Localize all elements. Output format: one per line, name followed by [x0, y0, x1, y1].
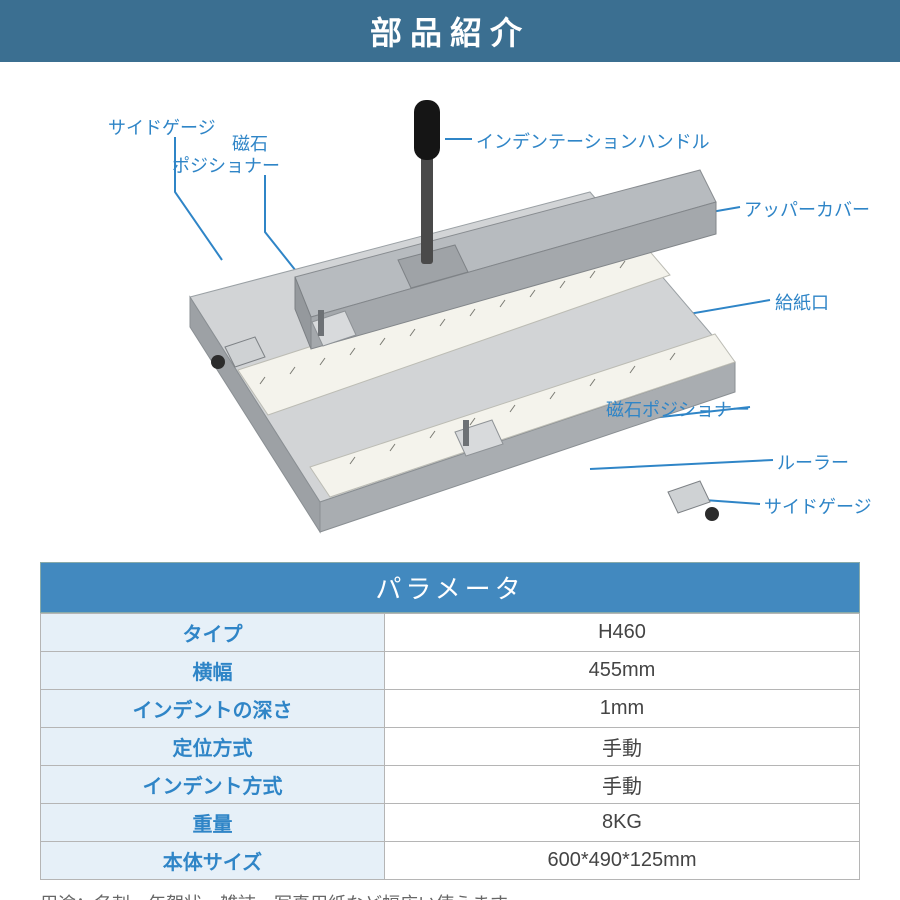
label-magnet-pos-top-2: ポジショナー [172, 152, 280, 178]
table-title: パラメータ [40, 562, 860, 613]
table-row: 本体サイズ600*490*125mm [41, 842, 860, 880]
table-row: インデント方式手動 [41, 766, 860, 804]
label-indent-handle: インデンテーションハンドル [476, 128, 710, 154]
table-row: タイプH460 [41, 614, 860, 652]
param-key: 横幅 [41, 652, 385, 690]
param-key: 重量 [41, 804, 385, 842]
table-row: インデントの深さ1mm [41, 690, 860, 728]
label-side-gauge-top: サイドゲージ [108, 114, 216, 140]
param-key: 本体サイズ [41, 842, 385, 880]
param-value: 1mm [384, 690, 859, 728]
param-key: タイプ [41, 614, 385, 652]
label-paper-slot: 給紙口 [775, 289, 829, 315]
param-value: 600*490*125mm [384, 842, 859, 880]
table-row: 横幅455mm [41, 652, 860, 690]
table-row: 定位方式手動 [41, 728, 860, 766]
usage-note: 用途：名刺、年賀状、雑誌、写真用紙など幅広い使えます。 [40, 890, 860, 900]
params-table: タイプH460横幅455mmインデントの深さ1mm定位方式手動インデント方式手動… [40, 613, 860, 880]
param-value: 手動 [384, 728, 859, 766]
parameter-table: パラメータ タイプH460横幅455mmインデントの深さ1mm定位方式手動インデ… [40, 562, 860, 880]
param-key: 定位方式 [41, 728, 385, 766]
param-value: 手動 [384, 766, 859, 804]
header: 部品紹介 [0, 0, 900, 62]
parts-diagram: サイドゲージ 磁石 ポジショナー インデンテーションハンドル アッパーカバー 給… [0, 62, 900, 562]
header-title: 部品紹介 [370, 8, 530, 54]
label-upper-cover: アッパーカバー [744, 196, 870, 222]
param-key: インデント方式 [41, 766, 385, 804]
label-side-gauge-bottom: サイドゲージ [764, 493, 872, 519]
param-value: 455mm [384, 652, 859, 690]
param-value: 8KG [384, 804, 859, 842]
param-key: インデントの深さ [41, 690, 385, 728]
param-value: H460 [384, 614, 859, 652]
label-ruler: ルーラー [777, 449, 849, 475]
label-magnet-pos-bottom: 磁石ポジショナー [606, 396, 750, 422]
table-row: 重量8KG [41, 804, 860, 842]
